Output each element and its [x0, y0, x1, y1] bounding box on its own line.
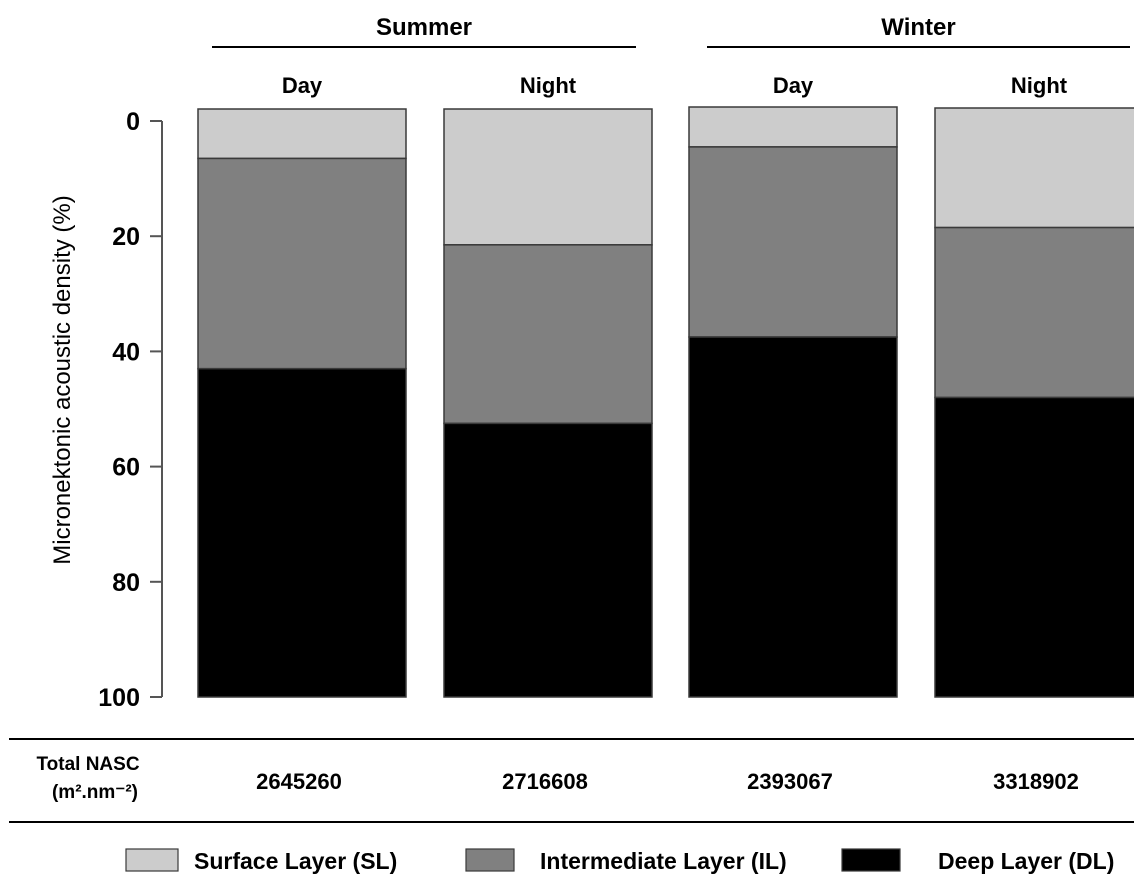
bar-segment: [197, 108, 407, 160]
group-headers: Summer Winter: [212, 14, 1130, 48]
y-axis-title: Micronektonic acoustic density (%): [49, 195, 76, 564]
legend: Surface Layer (SL) Intermediate Layer (IL…: [125, 848, 1114, 874]
nasc-label-line2: (m².nm⁻²): [52, 782, 138, 803]
nasc-value: 2393067: [747, 769, 833, 794]
bar-segment: [688, 106, 898, 148]
group-label: Summer: [376, 14, 472, 41]
legend-label: Deep Layer (DL): [938, 848, 1114, 874]
bar-segment: [197, 157, 407, 370]
legend-label: Surface Layer (SL): [194, 848, 397, 874]
group-label: Winter: [881, 14, 955, 41]
nasc-value: 2645260: [256, 769, 342, 794]
y-tick-label: 40: [112, 338, 140, 366]
category-label: Night: [520, 73, 577, 98]
bar-segment: [443, 422, 653, 698]
bar-segment: [934, 396, 1134, 698]
y-tick-label: 60: [112, 454, 140, 482]
nasc-value: 3318902: [993, 769, 1079, 794]
legend-swatch: [465, 848, 515, 872]
bar-segment: [688, 146, 898, 338]
bar-segment: [197, 367, 407, 698]
category-label: Night: [1011, 73, 1068, 98]
bar-segment: [934, 226, 1134, 399]
legend-swatch: [841, 848, 901, 872]
y-axis: 0 20 40 60 80 100: [98, 108, 163, 712]
bar-segment: [688, 336, 898, 698]
legend-swatch: [125, 848, 179, 872]
bar-segment: [443, 244, 653, 425]
y-tick-label: 20: [112, 223, 140, 251]
bar-segment: [443, 108, 653, 246]
y-tick-label: 100: [98, 684, 140, 712]
category-label: Day: [773, 73, 814, 98]
y-tick-label: 80: [112, 569, 140, 597]
nasc-value: 2716608: [502, 769, 588, 794]
y-tick-label: 0: [126, 108, 140, 136]
bar-segment: [934, 107, 1134, 229]
nasc-table: Total NASC (m².nm⁻²) 2645260 2716608 23930…: [9, 738, 1134, 823]
category-headers: Day Night Day Night: [282, 73, 1068, 98]
nasc-label-line1: Total NASC: [36, 754, 139, 775]
bars: [197, 106, 1134, 698]
legend-label: Intermediate Layer (IL): [540, 848, 787, 874]
category-label: Day: [282, 73, 323, 98]
